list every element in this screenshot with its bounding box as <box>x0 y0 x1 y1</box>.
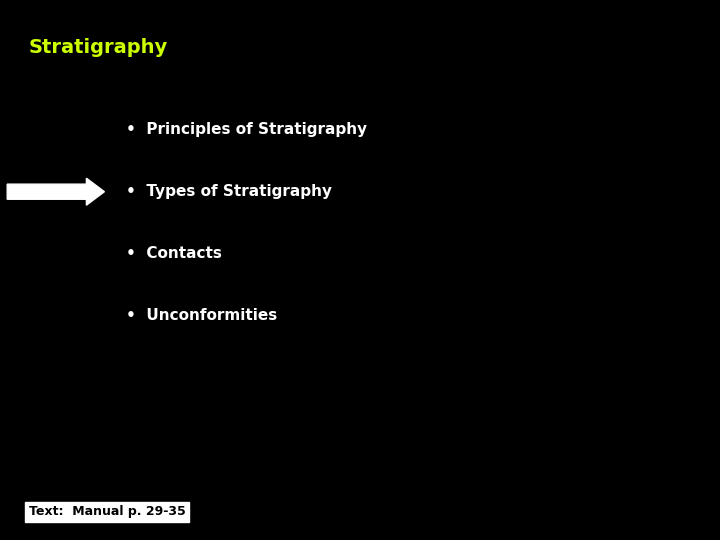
Text: •  Unconformities: • Unconformities <box>126 308 277 323</box>
FancyArrow shape <box>7 178 104 205</box>
Text: Stratigraphy: Stratigraphy <box>29 38 168 57</box>
Text: •  Types of Stratigraphy: • Types of Stratigraphy <box>126 184 332 199</box>
Text: •  Principles of Stratigraphy: • Principles of Stratigraphy <box>126 122 367 137</box>
Text: •  Contacts: • Contacts <box>126 246 222 261</box>
Text: Text:  Manual p. 29-35: Text: Manual p. 29-35 <box>29 505 186 518</box>
